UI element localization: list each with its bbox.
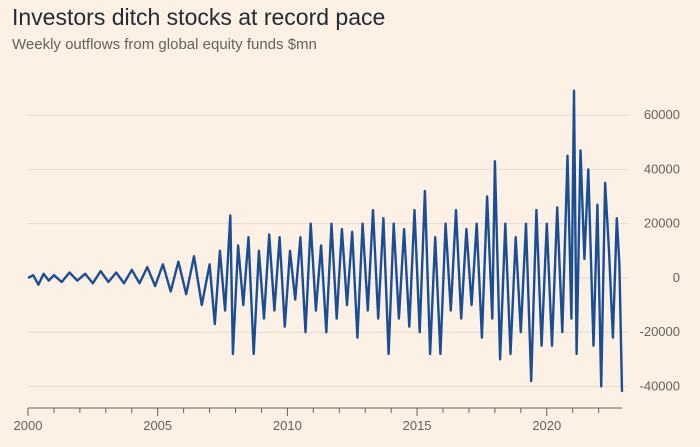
y-tick-label: -40000 [640, 378, 680, 393]
chart-title: Investors ditch stocks at record pace [12, 4, 386, 30]
series-line [27, 89, 624, 392]
y-tick-label: 40000 [644, 161, 680, 176]
x-tick-label: 2020 [532, 418, 561, 433]
x-tick-label: 2000 [14, 418, 43, 433]
chart-subtitle: Weekly outflows from global equity funds… [12, 36, 317, 53]
x-tick-label: 2010 [273, 418, 302, 433]
x-tick-label: 2015 [403, 418, 432, 433]
x-tick-label: 2005 [143, 418, 172, 433]
y-tick-label: 60000 [644, 107, 680, 122]
y-tick-label: 20000 [644, 216, 680, 231]
y-tick-label: -20000 [640, 324, 680, 339]
y-tick-label: 0 [673, 270, 680, 285]
